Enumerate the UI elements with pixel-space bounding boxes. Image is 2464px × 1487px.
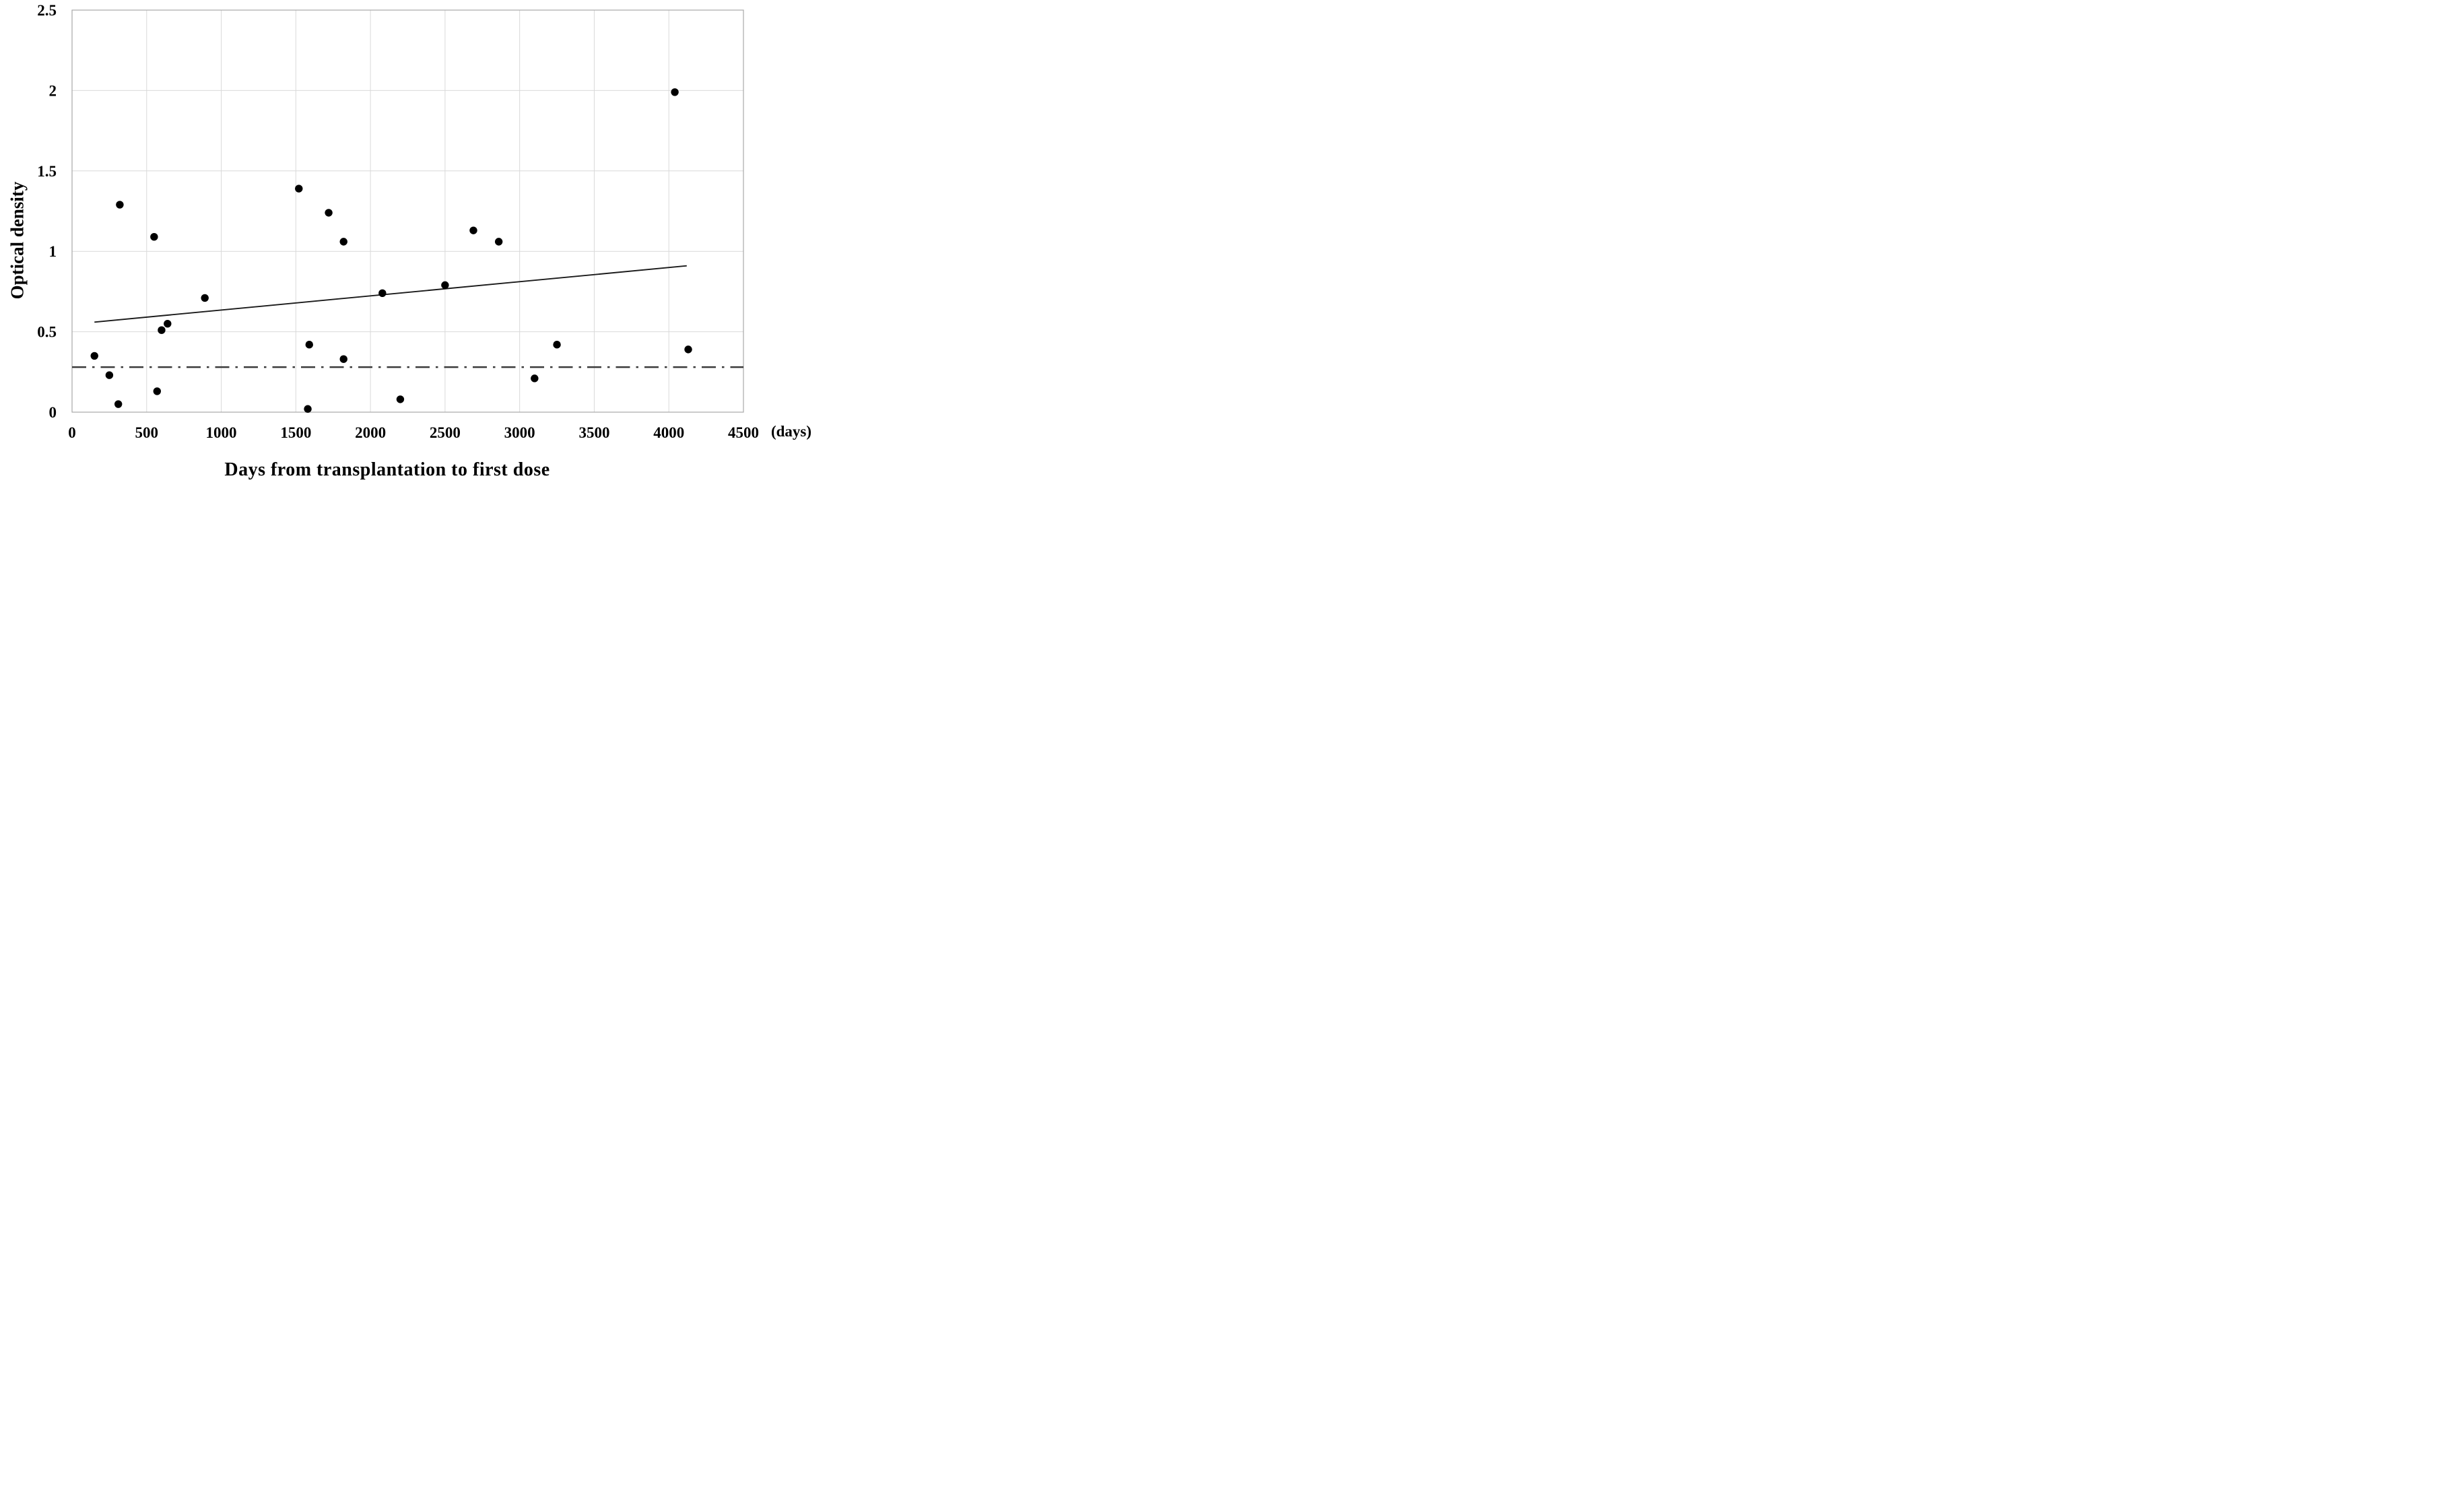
data-point (114, 400, 123, 408)
figure: 0 500 1000 1500 2000 2500 3000 3500 4000 4500 0 0.5… (0, 0, 822, 496)
data-point (339, 355, 347, 363)
data-point (295, 185, 303, 193)
y-tick-label: 2 (49, 82, 57, 99)
x-tick-label: 3500 (578, 424, 609, 441)
x-axis-title: Days from transplantation to first dose (224, 459, 550, 480)
x-tick-label: 500 (135, 424, 159, 441)
x-axis-unit-label: (days) (770, 423, 812, 440)
data-point (396, 395, 405, 403)
y-axis-title: Optical density (7, 181, 28, 300)
data-point (90, 352, 98, 360)
data-point (304, 405, 312, 413)
y-tick-label: 2.5 (37, 2, 57, 19)
y-tick-label: 1.5 (37, 163, 57, 180)
x-tick-label: 0 (68, 424, 76, 441)
data-point (158, 326, 166, 334)
data-point (116, 201, 124, 209)
data-point (339, 238, 347, 246)
data-point (469, 226, 477, 234)
x-tick-label: 1500 (280, 424, 311, 441)
data-point (150, 233, 158, 241)
data-point (164, 319, 172, 328)
x-tick-label: 3000 (504, 424, 535, 441)
data-point (105, 371, 114, 379)
data-point (531, 374, 539, 383)
scatter-chart: 0 500 1000 1500 2000 2500 3000 3500 4000 4500 0 0.5… (37, 2, 759, 441)
data-point (441, 281, 449, 290)
x-tick-label: 1000 (206, 424, 237, 441)
data-point (201, 294, 209, 302)
x-tick-label: 4000 (653, 424, 684, 441)
data-point (671, 88, 679, 96)
x-tick-label: 4500 (728, 424, 759, 441)
y-tick-label: 1 (49, 243, 57, 260)
data-point (305, 341, 313, 349)
x-tick-label: 2000 (355, 424, 386, 441)
data-point (378, 289, 387, 297)
data-point (684, 345, 692, 354)
data-point (553, 341, 561, 349)
y-tick-label: 0 (49, 404, 57, 421)
x-tick-label: 2500 (430, 424, 461, 441)
trend-line (94, 265, 687, 323)
y-tick-label: 0.5 (37, 324, 57, 341)
data-point (153, 387, 161, 395)
plot-border (71, 9, 744, 413)
data-point (494, 238, 503, 246)
data-point (325, 209, 333, 217)
